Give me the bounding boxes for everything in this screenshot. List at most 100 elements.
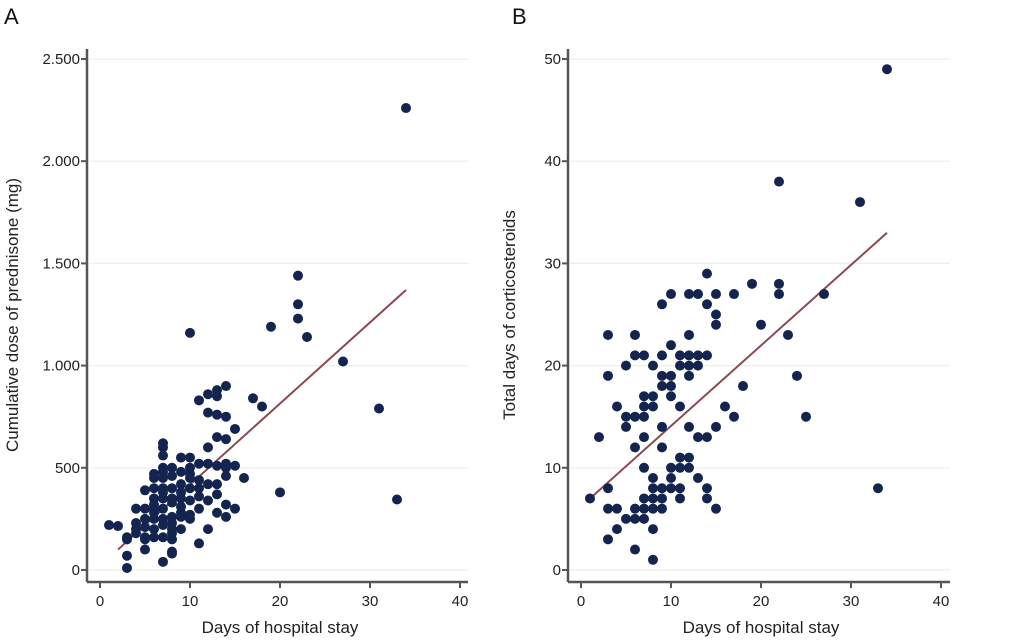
panel-b-data-point	[774, 176, 784, 187]
panel-a-data-point	[140, 485, 150, 496]
panel-a-data-point	[203, 495, 213, 506]
panel-b-data-point	[702, 268, 712, 279]
panel-b-data-point	[639, 493, 649, 504]
panel-a-data-point	[176, 487, 186, 498]
panel-b-data-point	[711, 421, 721, 432]
panel-b-data-point	[702, 493, 712, 504]
panel-b-data-point	[666, 340, 676, 351]
panel-b-data-point	[648, 493, 658, 504]
panel-a-data-point	[167, 548, 177, 559]
panel-a-y-tick-label: 500	[55, 460, 80, 477]
panel-b-data-point	[621, 513, 631, 524]
panel-b-data-point	[792, 370, 802, 381]
panel-b-x-axis-title: Days of hospital stay	[683, 618, 840, 637]
panel-b-data-point	[630, 350, 640, 361]
panel-a-data-point	[230, 460, 240, 471]
panel-b-data-point	[630, 329, 640, 340]
panel-b-ticks: 0 10 20 30 40 50 0 10 20 30 40	[544, 51, 949, 610]
panel-b-data-point	[648, 503, 658, 514]
panel-b-data-point	[675, 462, 685, 473]
panel-a-y-tick-label: 2.500	[42, 51, 80, 68]
panel-a-ticks: 0 500 1.000 1.500 2.000 2.500 0 10 20 30 40	[42, 51, 468, 610]
panel-a-data-point	[212, 432, 222, 443]
panel-b-data-point	[630, 513, 640, 524]
panel-a-data-point	[122, 562, 132, 573]
panel-b-data-point	[621, 411, 631, 422]
panel-b-data-point	[684, 289, 694, 300]
panel-a-data-point	[248, 393, 258, 404]
panel-b-data-point	[639, 350, 649, 361]
panel-a-letter: A	[4, 4, 19, 29]
panel-a-x-tick-label: 30	[362, 593, 379, 610]
panel-b-y-tick-label: 30	[544, 255, 561, 272]
panel-a-data-point	[266, 321, 276, 332]
panel-a-data-point	[230, 423, 240, 434]
panel-b-data-point	[675, 483, 685, 494]
panel-a-data-point	[149, 468, 159, 479]
panel-b-y-tick-label: 0	[553, 562, 561, 579]
panel-b-data-point	[783, 329, 793, 340]
panel-a-data-point	[212, 489, 222, 500]
panel-b-data-point	[666, 473, 676, 484]
panel-a-data-point	[176, 479, 186, 490]
panel-b-data-point	[585, 493, 595, 504]
panel-a-data-point	[131, 517, 141, 528]
panel-b-data-point	[639, 432, 649, 443]
panel-b-data-point	[648, 360, 658, 371]
panel-a-data-point	[401, 103, 411, 114]
panel-b-data-point	[648, 391, 658, 402]
panel-a-data-point	[194, 458, 204, 469]
panel-a-data-point	[167, 483, 177, 494]
panel-a-data-point	[158, 532, 168, 543]
panel-b-data-point	[630, 503, 640, 514]
panel-b-data-point	[720, 401, 730, 412]
panel-b-y-tick-label: 10	[544, 460, 561, 477]
panel-b-data-point	[675, 452, 685, 463]
panel-a-data-point	[275, 487, 285, 498]
panel-b-data-point	[648, 483, 658, 494]
panel-b-data-point	[684, 370, 694, 381]
panel-b-data-point	[657, 381, 667, 392]
panel-a-x-tick-label: 40	[452, 593, 469, 610]
panel-a-data-point	[122, 550, 132, 561]
panel-a-data-point	[212, 479, 222, 490]
panel-b-data-point	[666, 391, 676, 402]
panel-a-data-point	[212, 391, 222, 402]
panel-a-data-point	[203, 479, 213, 490]
panel-a-data-point	[176, 452, 186, 463]
panel-a-data-point	[158, 520, 168, 531]
panel-b-data-point	[729, 411, 739, 422]
panel-b-x-tick-label: 40	[933, 593, 950, 610]
panel-b-data-point	[675, 493, 685, 504]
panel-b-data-point	[657, 299, 667, 310]
panel-b-data-point	[639, 401, 649, 412]
panel-a-y-tick-label: 1.500	[42, 255, 80, 272]
panel-b-data-point	[774, 289, 784, 300]
panel-b-data-point	[621, 360, 631, 371]
panel-b-data-point	[612, 503, 622, 514]
panel-a-y-axis-title: Cumulative dose of prednisone (mg)	[3, 178, 22, 452]
panel-a-data-point	[212, 409, 222, 420]
panel-b-data-point	[756, 319, 766, 330]
panel-b-data-point	[684, 350, 694, 361]
panel-b-x-tick-label: 0	[577, 593, 585, 610]
panel-b-data-point	[666, 370, 676, 381]
panel-b-data-point	[594, 432, 604, 443]
panel-b-data-point	[657, 493, 667, 504]
panel-a-data-point	[203, 524, 213, 535]
panel-b-data-point	[693, 350, 703, 361]
panel-a-y-tick-label: 0	[72, 562, 80, 579]
panel-b-data-point	[882, 64, 892, 75]
panel-a-data-point	[158, 503, 168, 514]
panel-a-data-point	[194, 395, 204, 406]
panel-a-data-point	[158, 450, 168, 461]
panel-a-data-point	[167, 517, 177, 528]
panel-a-y-tick-label: 1.000	[42, 358, 80, 375]
panel-b-data-point	[639, 391, 649, 402]
panel-b-points	[585, 64, 892, 565]
panel-a-data-point	[140, 503, 150, 514]
panel-b-data-point	[657, 370, 667, 381]
panel-b-data-point	[819, 289, 829, 300]
panel-a-data-point	[185, 483, 195, 494]
panel-a-data-point	[212, 460, 222, 471]
